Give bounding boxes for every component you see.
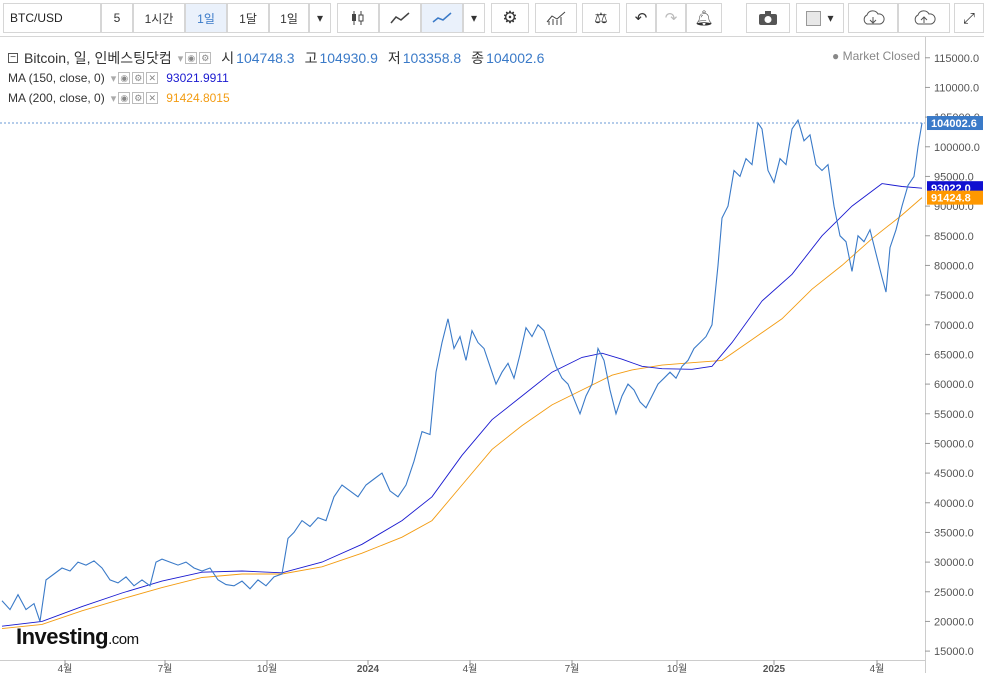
- close-value: 104002.6: [486, 50, 545, 66]
- open-label: 시: [221, 50, 235, 66]
- x-tick-label: 2024: [357, 664, 380, 673]
- y-tick-label: 40000.0: [934, 498, 974, 510]
- last-price-tag-bg: [927, 116, 983, 131]
- chevron-down-icon[interactable]: ▾: [177, 52, 184, 65]
- alert-bell-icon[interactable]: 🔔︎: [686, 3, 722, 33]
- open-value: 104748.3: [236, 50, 295, 66]
- compare-scale-icon[interactable]: ⚖: [582, 3, 620, 33]
- interval-1hour-button[interactable]: 1시간: [133, 3, 185, 33]
- x-tick-label: 7월: [158, 663, 173, 673]
- ma150-value: 93021.9911: [166, 71, 229, 85]
- candlestick-icon[interactable]: [337, 3, 379, 33]
- high-label: 고: [304, 50, 318, 66]
- logo-suffix: .com: [108, 631, 139, 648]
- line-chart-icon[interactable]: [421, 3, 463, 33]
- x-tick-label: 2025: [763, 664, 786, 673]
- ma200-tag-text: 91424.8: [931, 193, 971, 205]
- price-axis: 115000.0110000.0105000.0100000.095000.09…: [925, 37, 980, 673]
- chevron-down-icon[interactable]: ▾: [463, 3, 485, 33]
- color-swatch-icon: [806, 10, 822, 26]
- chevron-down-icon[interactable]: ▾: [309, 3, 331, 33]
- y-tick-label: 75000.0: [934, 290, 974, 302]
- y-tick-label: 85000.0: [934, 231, 974, 243]
- interval-5min-button[interactable]: 5: [101, 3, 133, 33]
- y-tick-label: 25000.0: [934, 587, 974, 599]
- cloud-upload-icon[interactable]: [898, 3, 950, 33]
- series-title: Bitcoin, 일, 인베스팅닷컴: [24, 50, 172, 66]
- chart-toolbar: BTC/USD 5 1시간 1일 1달 1일 ▾ ▾ ⚙ ⚖ ↶ ↷ 🔔︎ ▾ …: [0, 0, 984, 37]
- settings-icon[interactable]: ⚙: [199, 52, 212, 64]
- y-tick-label: 15000.0: [934, 646, 974, 658]
- symbol-field[interactable]: BTC/USD: [3, 3, 101, 33]
- chevron-down-icon[interactable]: ▾: [110, 92, 117, 105]
- chevron-down-icon: ▾: [827, 11, 834, 25]
- market-status-text: Market Closed: [842, 49, 920, 63]
- ma150-line: [1, 183, 923, 627]
- x-tick-label: 4월: [463, 663, 478, 673]
- area-chart-icon[interactable]: [379, 3, 421, 33]
- price-chart[interactable]: 115000.0110000.0105000.0100000.095000.09…: [0, 37, 984, 673]
- chart-legend: − Bitcoin, 일, 인베스팅닷컴 ▾ ◉ ⚙ 시 104748.3 고 10…: [8, 48, 544, 108]
- interval-1month-button[interactable]: 1달: [227, 3, 269, 33]
- gear-icon[interactable]: ⚙: [491, 3, 529, 33]
- low-label: 저: [387, 50, 401, 66]
- high-value: 104930.9: [319, 50, 378, 66]
- eye-icon[interactable]: ◉: [118, 92, 131, 104]
- y-tick-label: 110000.0: [934, 82, 979, 94]
- y-tick-label: 95000.0: [934, 171, 974, 183]
- interval-1day-button[interactable]: 1일: [185, 3, 227, 33]
- eye-icon[interactable]: ◉: [118, 72, 131, 84]
- ma150-label: MA (150, close, 0): [8, 71, 105, 85]
- camera-icon[interactable]: [746, 3, 790, 33]
- eye-icon[interactable]: ◉: [185, 52, 198, 64]
- last-price-tag-text: 104002.6: [931, 118, 977, 130]
- y-tick-label: 50000.0: [934, 438, 974, 450]
- chevron-down-icon[interactable]: ▾: [110, 72, 117, 85]
- y-tick-label: 55000.0: [934, 409, 974, 421]
- x-tick-label: 4월: [870, 663, 885, 673]
- ma200-label: MA (200, close, 0): [8, 91, 105, 105]
- settings-icon[interactable]: ⚙: [132, 72, 145, 84]
- ma200-tag-bg: [927, 190, 983, 205]
- y-tick-label: 115000.0: [934, 53, 979, 65]
- indicators-icon[interactable]: [535, 3, 577, 33]
- y-tick-label: 100000.0: [934, 142, 980, 154]
- time-axis: 4월 7월 10월 2024 4월 7월 10월 2025 4월: [0, 660, 925, 673]
- x-tick-label: 7월: [565, 663, 580, 673]
- collapse-icon[interactable]: −: [8, 53, 18, 63]
- interval-dropdown-button[interactable]: 1일: [269, 3, 309, 33]
- x-tick-label: 4월: [58, 663, 73, 673]
- status-dot-icon: ●: [832, 49, 840, 63]
- y-tick-label: 35000.0: [934, 527, 974, 539]
- y-tick-label: 80000.0: [934, 260, 974, 272]
- y-tick-label: 45000.0: [934, 468, 974, 480]
- y-tick-label: 60000.0: [934, 379, 974, 391]
- fullscreen-icon[interactable]: ⤢: [954, 3, 984, 33]
- close-icon[interactable]: ✕: [146, 92, 159, 104]
- y-tick-label: 30000.0: [934, 557, 974, 569]
- close-icon[interactable]: ✕: [146, 72, 159, 84]
- ma200-value: 91424.8015: [166, 91, 230, 105]
- logo-name: Investing: [16, 624, 109, 649]
- y-tick-label: 20000.0: [934, 616, 974, 628]
- y-tick-label: 65000.0: [934, 349, 974, 361]
- y-tick-label: 70000.0: [934, 320, 974, 332]
- close-label: 종: [471, 50, 485, 66]
- color-picker-button[interactable]: ▾: [796, 3, 844, 33]
- investing-logo: Investing.com: [16, 624, 139, 650]
- undo-icon[interactable]: ↶: [626, 3, 656, 33]
- chart-series: [0, 118, 925, 630]
- x-tick-label: 10월: [667, 663, 687, 673]
- cloud-download-icon[interactable]: [848, 3, 898, 33]
- price-line: [1, 118, 923, 622]
- x-tick-label: 10월: [257, 663, 277, 673]
- ma200-line: [1, 197, 923, 630]
- low-value: 103358.8: [402, 50, 462, 66]
- settings-icon[interactable]: ⚙: [132, 92, 145, 104]
- market-status: ● Market Closed: [832, 49, 920, 63]
- redo-icon[interactable]: ↷: [656, 3, 686, 33]
